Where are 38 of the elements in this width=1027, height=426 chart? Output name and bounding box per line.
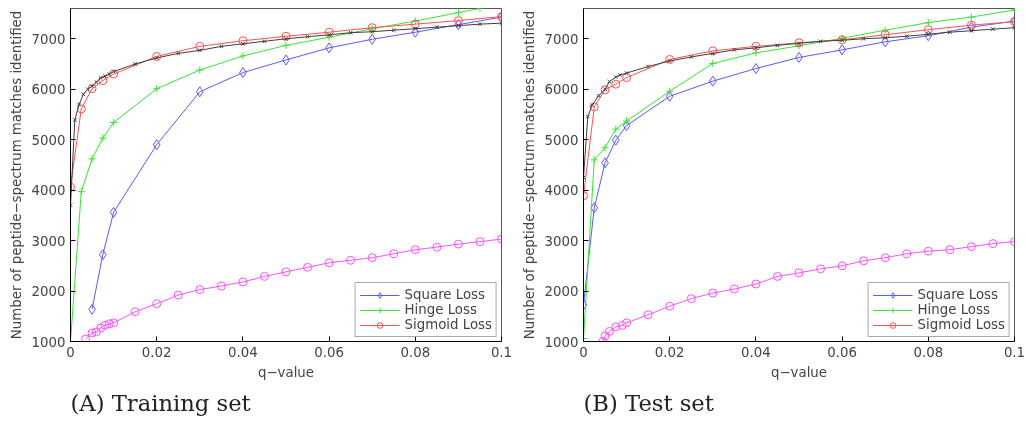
y-tick-label: 2000 <box>544 284 579 300</box>
text: (A) Training set <box>70 389 251 416</box>
y-axis-title: Number of peptide−spectrum matches identified <box>521 10 537 340</box>
x-tick-label: 0.02 <box>654 344 685 360</box>
y-tick-label: 4000 <box>31 183 66 199</box>
y-tick-label: 1000 <box>31 334 66 350</box>
y-tick-label: 1000 <box>544 334 579 350</box>
x-axis-title: q−value <box>770 364 828 380</box>
legend-label: Square Loss <box>917 287 998 302</box>
y-tick-label: 7000 <box>544 31 579 47</box>
x-tick-label: 0.1 <box>490 344 513 360</box>
y-tick-label: 3000 <box>544 233 579 249</box>
legend-label: Hinge Loss <box>917 302 990 317</box>
x-tick-label: 0.04 <box>228 344 258 360</box>
x-tick-label: 0 <box>66 344 75 360</box>
y-tick-label: 7000 <box>31 31 66 47</box>
y-tick-label: 4000 <box>544 183 579 199</box>
y-tick-label: 6000 <box>544 82 579 98</box>
legend-label: Hinge Loss <box>404 302 477 317</box>
y-axis-title: Number of peptide−spectrum matches identified <box>8 10 24 340</box>
x-tick-label: 0 <box>579 344 588 360</box>
y-tick-label: 5000 <box>31 132 66 148</box>
legend-label: Sigmoid Loss <box>404 317 492 332</box>
x-tick-label: 0.04 <box>741 344 771 360</box>
legend-label: Square Loss <box>404 287 485 302</box>
y-tick-label: 5000 <box>544 132 579 148</box>
y-tick-label: 3000 <box>31 233 66 249</box>
legend-label: Sigmoid Loss <box>917 317 1005 332</box>
x-tick-label: 0.08 <box>913 344 944 360</box>
y-tick-label: 6000 <box>31 82 66 98</box>
x-tick-label: 0.1 <box>1003 344 1026 360</box>
x-tick-label: 0.06 <box>827 344 857 360</box>
x-tick-label: 0.02 <box>141 344 172 360</box>
y-tick-label: 2000 <box>31 284 66 300</box>
x-axis-title: q−value <box>257 364 315 380</box>
x-tick-label: 0.06 <box>314 344 344 360</box>
x-tick-label: 0.08 <box>400 344 431 360</box>
text: (B) Test set <box>583 389 714 416</box>
